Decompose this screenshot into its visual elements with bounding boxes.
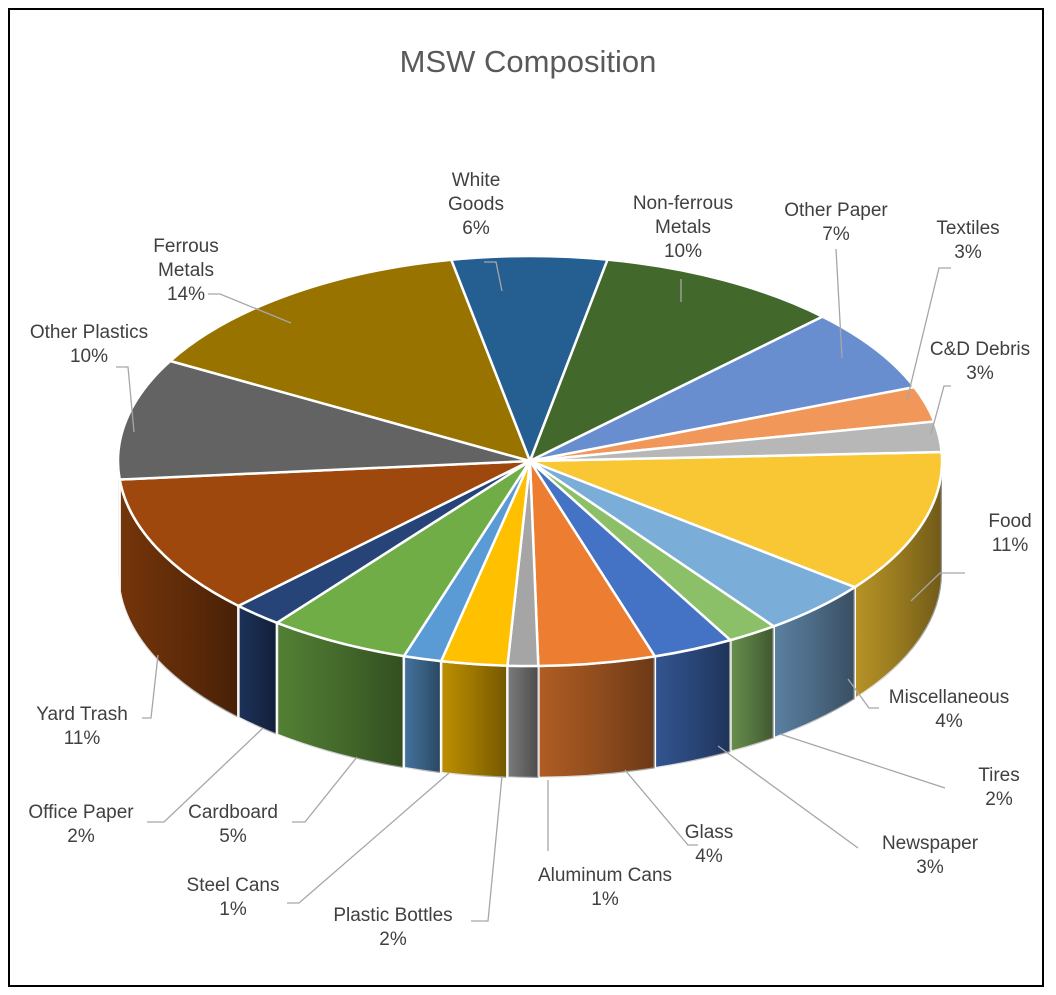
leader-lines <box>116 248 965 922</box>
slice-label-yard-trash: Yard Trash 11% <box>36 704 128 749</box>
leader-line-food <box>910 572 965 602</box>
slice-labels: Food 11% Miscellaneous 4% Tires 2% Newspaper 3%… <box>28 170 1031 950</box>
leader-line-candd-debris <box>930 385 951 435</box>
leader-line-textiles <box>906 267 951 401</box>
slice-side-miscellaneous <box>772 584 857 741</box>
slice-side-glass <box>537 654 657 780</box>
leader-line-white-goods <box>484 261 503 292</box>
leader-line-tires <box>779 733 946 789</box>
leader-line-glass <box>624 769 698 846</box>
slice-food <box>529 450 944 589</box>
slice-label-candd-debris: C&D Debris 3% <box>930 339 1030 384</box>
slice-side-steel-cans <box>402 654 443 775</box>
slice-side-newspaper <box>653 638 732 770</box>
slice-side-plastic-bottles <box>439 659 509 779</box>
slice-label-other-paper: Other Paper 7% <box>784 200 888 245</box>
leader-line-miscellaneous <box>847 678 879 709</box>
slice-label-steel-cans: Steel Cans 1% <box>187 875 280 920</box>
slice-label-cardboard: Cardboard 5% <box>188 802 278 847</box>
slice-label-textiles: Textiles 3% <box>936 218 999 263</box>
leader-line-newspaper <box>717 745 859 849</box>
chart-title: MSW Composition <box>400 44 657 79</box>
slice-label-glass: Glass 4% <box>685 822 734 867</box>
pie-tops <box>116 254 944 668</box>
slice-label-newspaper: Newspaper 3% <box>882 833 979 878</box>
slice-label-white-goods: White Goods 6% <box>448 170 504 239</box>
leader-line-other-plastics <box>116 366 135 433</box>
leader-line-cardboard <box>292 756 358 823</box>
slice-side-tires <box>729 624 775 754</box>
slice-label-miscellaneous: Miscellaneous 4% <box>889 687 1009 732</box>
slice-label-food: Food 11% <box>988 511 1031 556</box>
leader-line-yard-trash <box>142 654 159 719</box>
leader-line-plastic-bottles <box>471 775 503 922</box>
leader-line-ferrous-metals <box>208 293 292 324</box>
slice-other-plastics <box>116 359 531 481</box>
slice-non-ferrous-metals <box>527 258 826 464</box>
slice-side-aluminum-cans <box>506 664 540 780</box>
slice-label-non-ferrous-metals: Non-ferrous Metals 10% <box>633 193 733 262</box>
leader-line-steel-cans <box>287 772 450 904</box>
pie-sides <box>116 460 944 780</box>
slice-label-aluminum-cans: Aluminum Cans 1% <box>538 865 672 910</box>
slice-label-tires: Tires 2% <box>978 765 1020 810</box>
slice-yard-trash <box>118 459 531 608</box>
leader-line-office-paper <box>147 727 264 823</box>
leader-line-other-paper <box>835 248 843 359</box>
slice-label-plastic-bottles: Plastic Bottles 2% <box>333 905 452 950</box>
slice-cardboard <box>274 459 532 658</box>
slice-white-goods <box>449 254 610 465</box>
slice-label-office-paper: Office Paper 2% <box>28 802 134 847</box>
slice-label-other-plastics: Other Plastics 10% <box>30 322 148 367</box>
slice-side-cardboard <box>275 620 406 770</box>
slice-label-ferrous-metals: Ferrous Metals 14% <box>153 236 218 305</box>
slice-side-office-paper <box>237 603 279 737</box>
